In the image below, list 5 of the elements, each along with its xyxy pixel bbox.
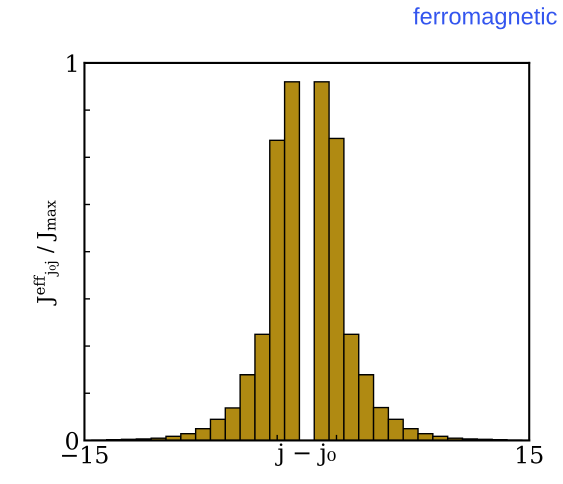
chart-title: ferromagnetic — [413, 7, 557, 30]
y-tick-label: 1 — [67, 54, 76, 72]
x-axis-title: j − j₀ — [275, 443, 336, 466]
x-tick-label: 15 — [517, 446, 542, 464]
y-axis-title: J$^{eff}$$_{j₀j}$ / J$_{max}$ — [34, 200, 59, 306]
